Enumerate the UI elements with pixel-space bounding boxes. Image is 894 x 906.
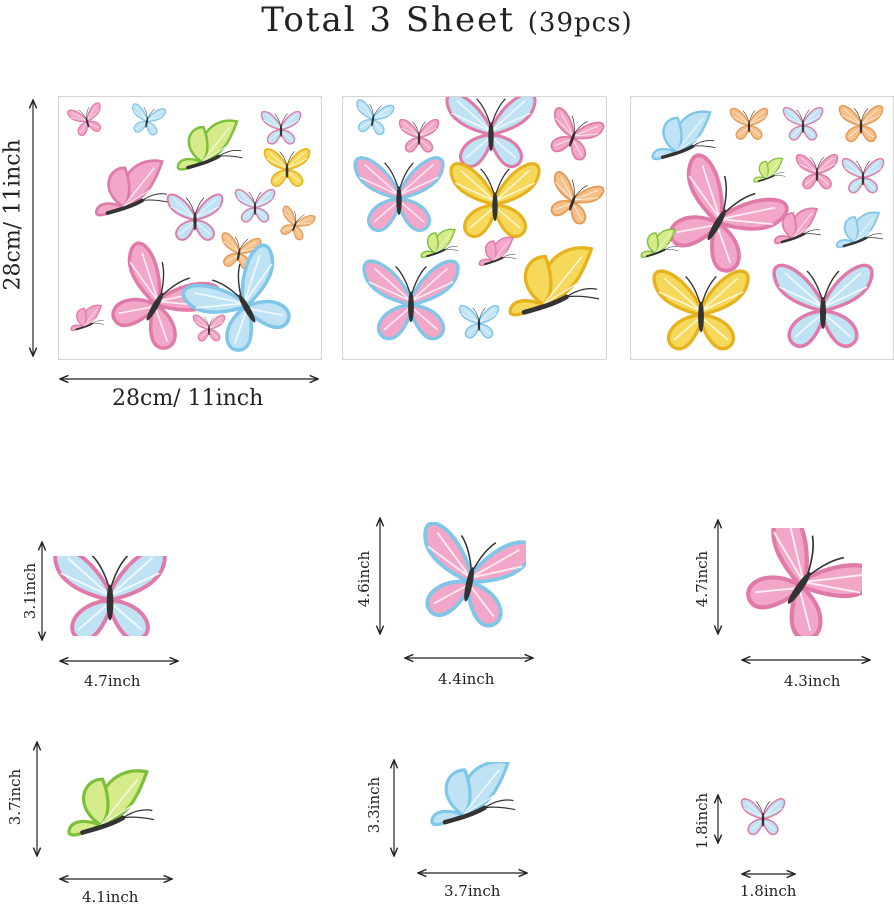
- sample-5-width: 3.7inch: [444, 882, 501, 900]
- sample-butterfly-5: [430, 762, 516, 827]
- sample-butterfly-3: [746, 528, 862, 636]
- sheet-2: [342, 96, 607, 360]
- sample-4-width: 4.1inch: [82, 888, 139, 906]
- sample-4-height: 3.7inch: [6, 768, 24, 826]
- title-main: Total 3 Sheet: [261, 0, 515, 40]
- sample-butterfly-1: [53, 556, 167, 636]
- sample-butterfly-4: [67, 769, 155, 837]
- sheet-3: [630, 96, 894, 360]
- sample-butterfly-2: [423, 522, 526, 628]
- sample-butterfly-6: [740, 798, 786, 836]
- sheet-height-label: 28cm/ 11inch: [0, 139, 26, 291]
- title-count: (39pcs): [527, 8, 633, 38]
- sheet-width-label: 28cm/ 11inch: [112, 386, 264, 411]
- sample-1-height: 3.1inch: [21, 562, 39, 620]
- sample-3-width: 4.3inch: [784, 672, 841, 690]
- sample-2-height: 4.6inch: [355, 550, 373, 608]
- sheet-1: [58, 96, 322, 360]
- sample-5-height: 3.3inch: [365, 776, 383, 834]
- page-title: Total 3 Sheet (39pcs): [0, 0, 894, 43]
- sample-6-width: 1.8inch: [740, 882, 797, 900]
- sample-1-width: 4.7inch: [84, 672, 141, 690]
- sheet-2-art: [353, 97, 605, 341]
- sample-3-height: 4.7inch: [693, 550, 711, 608]
- sheet-1-art: [67, 102, 316, 352]
- sheet-3-art: [640, 105, 885, 351]
- sample-2-width: 4.4inch: [438, 670, 495, 688]
- sample-6-height: 1.8inch: [693, 792, 711, 850]
